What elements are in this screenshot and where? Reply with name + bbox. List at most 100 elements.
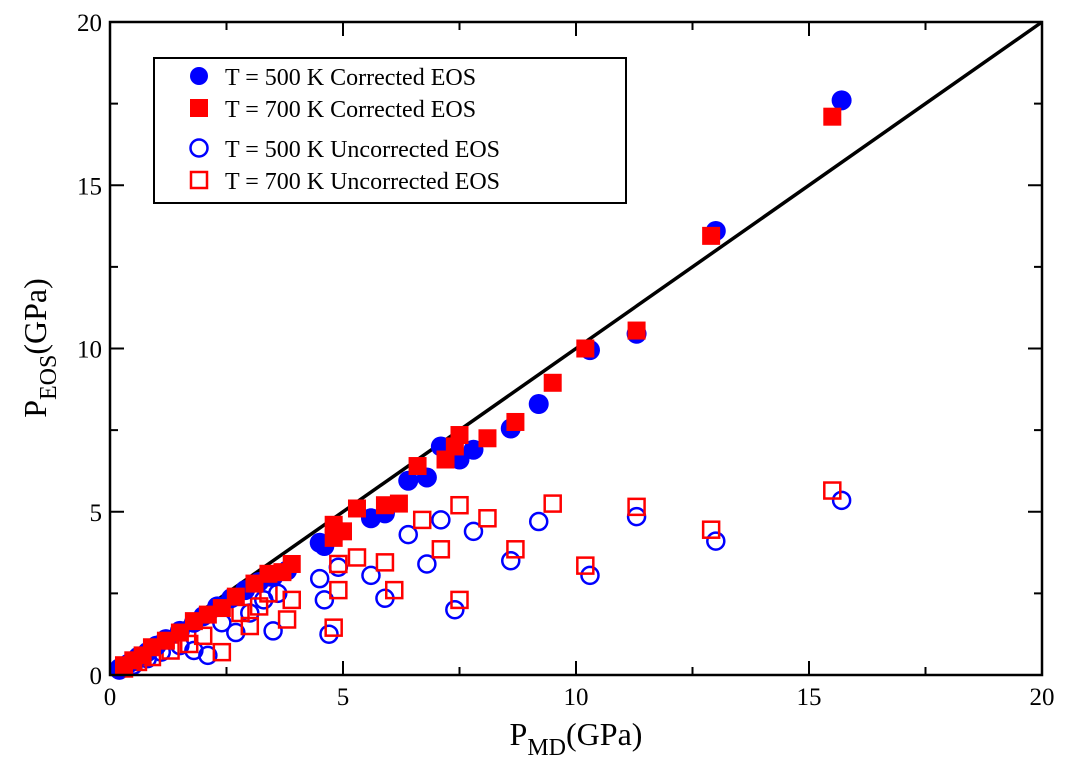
x-tick-label: 5 [337,684,350,711]
data-point [626,506,647,527]
data-point [184,612,203,631]
data-point [627,321,646,340]
data-point [702,226,721,245]
data-point [417,554,437,574]
x-tick-label: 10 [564,684,589,711]
data-point [259,564,278,583]
data-point [431,510,451,530]
data-point [576,556,595,575]
data-point [831,90,852,111]
y-axis-title: PEOS(GPa) [17,278,62,418]
x-tick-label: 20 [1030,684,1055,711]
data-point [580,565,600,586]
data-point [263,621,283,641]
data-point [701,520,721,539]
legend-label: T = 500 K Corrected EOS [225,65,476,91]
data-point [212,642,232,662]
legend-item-700k-uncorrected: T = 700 K Uncorrected EOS [189,169,500,195]
data-point [282,554,301,573]
legend-marker-open-square [189,170,209,190]
data-point [170,623,189,642]
data-point [334,522,352,541]
data-point [245,574,264,593]
data-point [347,548,367,567]
data-point [198,605,217,624]
plot-frame [108,20,1044,677]
data-point [450,590,469,610]
data-point [385,580,404,600]
data-point [375,553,395,572]
data-point [212,599,231,618]
series-3 [114,481,842,678]
legend-item-500k-uncorrected: T = 500 K Uncorrected EOS [189,137,500,163]
legend-label: T = 500 K Uncorrected EOS [225,137,500,163]
data-point [193,626,213,646]
data-point [450,426,469,445]
x-tick-label: 15 [797,684,822,711]
data-point [506,540,525,559]
legend-marker-open-circle [189,138,209,158]
data-point [389,494,408,513]
data-point [576,339,595,358]
data-point [198,645,218,666]
data-point [226,587,245,606]
y-tick-label: 0 [90,663,103,690]
data-point [398,470,419,491]
data-point [375,496,394,515]
data-point [823,107,842,126]
data-point [324,618,343,637]
data-point [329,580,348,600]
data-point [408,457,427,476]
data-point [240,603,260,623]
data-point [309,568,330,589]
data-point [478,509,497,528]
data-point [627,497,646,517]
data-point [319,624,339,644]
y-tick-label: 10 [77,337,102,364]
y-tick-label: 15 [77,173,102,200]
x-axis-title: PMD(GPa) [510,716,643,761]
data-point [282,590,301,610]
x-tick-label: 0 [104,684,117,711]
legend-marker-filled-circle [190,67,208,85]
data-point [528,394,549,415]
legend-item-500k-corrected: T = 500 K Corrected EOS [190,65,476,91]
data-point [506,412,525,431]
tick-labels: 0 5 10 15 20 0 5 10 15 20 [77,10,1055,711]
data-point [528,511,549,532]
data-point [706,531,726,551]
data-point [314,590,335,610]
data-point [431,540,451,559]
data-point [361,565,381,586]
data-point [398,524,418,545]
legend-item-700k-corrected: T = 700 K Corrected EOS [190,97,476,123]
data-point [240,616,260,636]
legend-marker-filled-square [190,99,208,117]
y-tick-label: 20 [77,10,102,37]
data-point [277,610,297,629]
series-1 [114,107,842,675]
data-point [445,599,465,620]
data-point [831,490,852,511]
data-point [543,494,562,513]
data-point [478,429,497,448]
data-point [156,631,175,650]
y-tick-label: 5 [90,500,103,527]
data-point [501,550,521,571]
data-point [823,481,842,500]
data-point [412,510,432,530]
data-point [463,521,484,542]
legend-label: T = 700 K Corrected EOS [225,97,476,123]
legend-label: T = 700 K Uncorrected EOS [225,169,500,195]
data-point [249,597,269,616]
data-point [226,622,246,643]
plot-area [108,20,1044,680]
legend-box [153,57,627,204]
data-point [450,495,469,515]
data-point [142,638,161,657]
series-layer [109,90,852,680]
legend: T = 500 K Corrected EOS T = 700 K Correc… [153,57,627,204]
data-point [347,499,366,518]
data-point [329,554,348,574]
data-point [543,373,562,392]
